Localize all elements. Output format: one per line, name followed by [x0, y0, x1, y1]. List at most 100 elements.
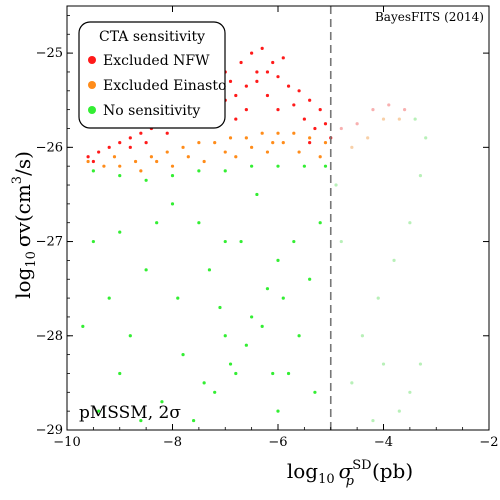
faded-data-point: [350, 145, 354, 149]
faded-data-point: [366, 136, 370, 140]
data-point: [308, 136, 312, 140]
data-point: [250, 51, 254, 55]
data-point: [213, 390, 217, 394]
data-point: [197, 169, 201, 173]
faded-data-point: [334, 183, 338, 187]
data-point: [81, 324, 85, 328]
data-point: [160, 400, 164, 404]
data-point: [255, 70, 259, 74]
data-point: [276, 258, 280, 262]
faded-data-point: [403, 108, 407, 112]
y-axis: −29 −28 −27 −26 −25: [36, 15, 489, 438]
data-point: [271, 371, 275, 376]
faded-data-point: [360, 334, 364, 338]
data-point: [86, 155, 90, 159]
data-point: [97, 409, 101, 413]
data-point: [144, 141, 148, 145]
data-point: [265, 70, 270, 74]
data-point: [128, 334, 132, 338]
data-point: [228, 362, 233, 366]
data-point: [197, 141, 201, 145]
data-point: [313, 390, 317, 394]
data-point: [292, 103, 296, 107]
legend-box: [78, 21, 226, 129]
faded-points-layer: [334, 103, 428, 423]
data-point: [286, 371, 291, 376]
data-point: [223, 169, 227, 173]
data-point: [276, 409, 280, 413]
data-point: [144, 178, 148, 182]
legend-title: CTA sensitivity: [99, 29, 205, 45]
annotation-text: pMSSM, 2σ: [79, 403, 181, 423]
data-point: [186, 155, 190, 159]
data-point: [265, 287, 270, 291]
data-point: [234, 371, 238, 376]
data-point: [202, 381, 206, 385]
data-point: [91, 239, 95, 244]
data-point: [118, 371, 122, 376]
data-point: [308, 141, 312, 145]
data-point: [107, 145, 111, 149]
faded-data-point: [371, 418, 375, 423]
y-tick-label: −29: [36, 423, 63, 438]
data-point: [228, 136, 233, 140]
x-axis: −10 −8 −6 −4 −2: [53, 6, 499, 450]
data-point: [181, 145, 185, 149]
faded-data-point: [397, 409, 401, 413]
data-point: [281, 296, 285, 300]
x-tick-label: −6: [268, 435, 287, 450]
data-point: [297, 150, 301, 154]
x-tick-label: −2: [479, 435, 498, 450]
data-point: [213, 141, 217, 145]
data-point: [313, 126, 317, 131]
data-point: [276, 75, 280, 79]
data-point: [155, 159, 159, 164]
data-point: [144, 268, 148, 272]
data-point: [176, 296, 180, 300]
data-point: [202, 159, 206, 164]
faded-data-point: [339, 126, 343, 131]
data-point: [118, 174, 122, 178]
data-point: [170, 164, 175, 168]
faded-data-point: [355, 122, 359, 126]
data-point: [271, 141, 275, 145]
data-point: [170, 174, 175, 178]
data-point: [181, 353, 185, 357]
faded-data-point: [408, 221, 412, 225]
data-point: [323, 122, 328, 126]
faded-data-point: [418, 174, 423, 178]
data-point: [218, 305, 222, 310]
legend-entry-label: Excluded Einasto: [103, 78, 226, 94]
data-point: [165, 131, 169, 135]
faded-data-point: [397, 117, 401, 121]
data-point: [318, 221, 322, 225]
faded-data-point: [392, 258, 396, 262]
data-point: [255, 192, 259, 197]
legend-marker: [88, 106, 96, 114]
data-point: [260, 131, 264, 135]
data-point: [244, 136, 248, 140]
data-point: [276, 164, 280, 168]
data-point: [297, 89, 301, 93]
data-point: [207, 268, 212, 272]
data-point: [244, 343, 248, 347]
data-point: [170, 202, 175, 206]
faded-data-point: [376, 296, 380, 300]
x-tick-label: −8: [163, 435, 182, 450]
data-point: [155, 221, 159, 225]
data-point: [149, 155, 153, 159]
faded-data-point: [424, 136, 428, 140]
data-point: [97, 150, 101, 154]
data-point: [139, 418, 143, 423]
data-point: [244, 84, 248, 88]
data-point: [292, 239, 296, 244]
data-point: [302, 117, 306, 121]
data-point: [102, 164, 106, 168]
legend-entry-label: Excluded NFW: [103, 53, 210, 69]
x-tick-label: −10: [53, 435, 80, 450]
faded-data-point: [339, 239, 343, 244]
data-point: [234, 93, 238, 98]
data-point: [318, 108, 322, 112]
data-point: [292, 131, 296, 135]
